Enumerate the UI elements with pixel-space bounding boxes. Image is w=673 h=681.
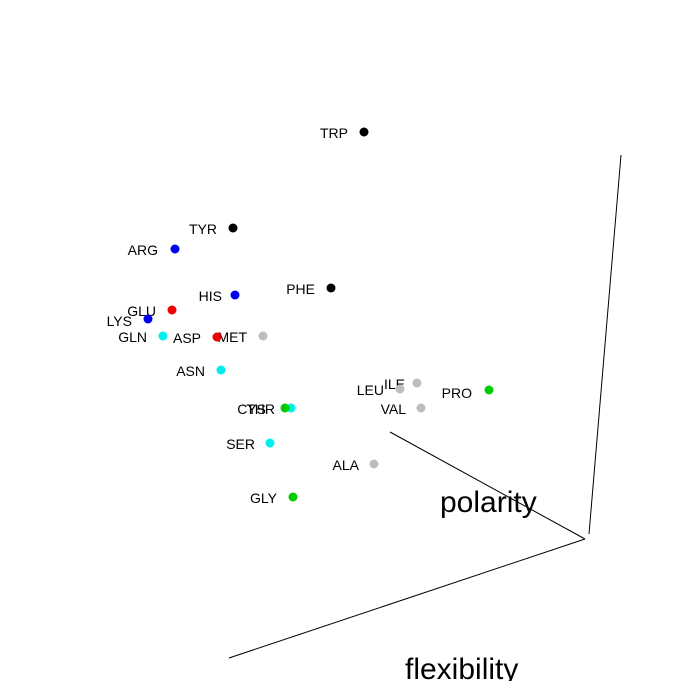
- point-leu: [395, 384, 405, 394]
- point-trp: [359, 127, 369, 137]
- axis-label-polarity: polarity: [440, 486, 537, 519]
- point-label-ala: ALA: [333, 457, 360, 473]
- axis-line-flexibility: [228, 538, 586, 659]
- point-label-asp: ASP: [173, 330, 201, 346]
- axes: [228, 154, 622, 659]
- point-label-ser: SER: [226, 436, 255, 452]
- axis-line-vertical: [588, 154, 622, 535]
- point-label-asn: ASN: [176, 363, 205, 379]
- point-thr: [280, 403, 290, 413]
- point-label-met: MET: [217, 329, 247, 345]
- point-label-gly: GLY: [250, 490, 278, 506]
- point-asp: [212, 332, 222, 342]
- point-asn: [216, 365, 226, 375]
- point-label-trp: TRP: [320, 125, 348, 141]
- point-glu: [167, 305, 177, 315]
- point-val: [416, 403, 426, 413]
- point-ile: [412, 378, 422, 388]
- point-label-cys: CYS: [237, 401, 266, 417]
- point-ser: [265, 438, 275, 448]
- point-met: [258, 331, 268, 341]
- point-label-phe: PHE: [286, 281, 315, 297]
- point-label-tyr: TYR: [189, 221, 217, 237]
- axis-label-flexibility: flexibility: [405, 653, 518, 681]
- point-ala: [369, 459, 379, 469]
- point-label-his: HIS: [199, 288, 222, 304]
- point-label-pro: PRO: [442, 385, 472, 401]
- point-label-lys: LYS: [107, 313, 132, 329]
- point-pro: [484, 385, 494, 395]
- point-label-gln: GLN: [118, 329, 147, 345]
- point-tyr: [228, 223, 238, 233]
- point-label-thr: THR: [246, 401, 275, 417]
- point-his: [230, 290, 240, 300]
- point-arg: [170, 244, 180, 254]
- point-gln: [158, 331, 168, 341]
- point-gly: [288, 492, 298, 502]
- point-lys: [143, 314, 153, 324]
- point-label-leu: LEU: [357, 382, 384, 398]
- point-phe: [326, 283, 336, 293]
- point-label-arg: ARG: [128, 242, 158, 258]
- axis-line-polarity: [389, 431, 586, 540]
- point-label-val: VAL: [381, 401, 407, 417]
